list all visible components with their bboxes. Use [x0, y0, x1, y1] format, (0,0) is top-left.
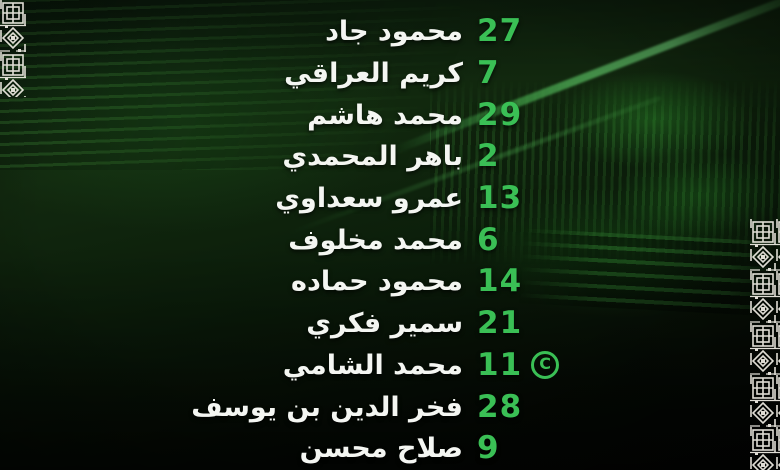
player-number: 9 [477, 430, 500, 467]
player-row: محمد هاشم 29 [0, 94, 780, 136]
arabesque-ornament-icon [0, 0, 26, 97]
player-name: محمد هاشم [307, 99, 463, 131]
arabesque-ornament-icon [750, 219, 780, 470]
player-row: سمير فكري 21 [0, 303, 780, 345]
player-number: 11 [477, 346, 523, 383]
player-name: صلاح محسن [299, 433, 463, 465]
player-number: 29 [477, 96, 523, 133]
captain-letter: C [539, 354, 552, 374]
player-name: باهر المحمدي [282, 141, 463, 173]
player-number: 27 [477, 13, 523, 50]
player-row: محمد مخلوف 6 [0, 219, 780, 261]
player-row: فخر الدين بن يوسف 28 [0, 386, 780, 428]
player-number: 21 [477, 305, 523, 342]
player-row: كريم العراقي 7 [0, 53, 780, 95]
player-name: كريم العراقي [284, 58, 463, 90]
player-number: 2 [477, 138, 500, 175]
player-name: عمرو سعداوي [275, 183, 463, 215]
player-row: محمود حماده 14 [0, 261, 780, 303]
player-number: 28 [477, 388, 523, 425]
player-name: محمود جاد [325, 16, 463, 48]
captain-badge: C [531, 351, 560, 380]
player-row: باهر المحمدي 2 [0, 136, 780, 178]
player-name: محمد الشامي [282, 349, 463, 381]
player-name: محمود حماده [291, 266, 463, 298]
player-row: محمد الشامي 11 C [0, 345, 780, 387]
player-row: صلاح محسن 9 [0, 428, 780, 470]
player-number: 7 [477, 55, 500, 92]
player-number: 14 [477, 263, 523, 300]
player-name: محمد مخلوف [288, 224, 463, 256]
player-number: 13 [477, 180, 523, 217]
player-row: عمرو سعداوي 13 [0, 178, 780, 220]
lineup-list: محمود جاد 27 كريم العراقي 7 محمد هاشم 29… [0, 11, 780, 470]
player-number: 6 [477, 221, 500, 258]
player-name: فخر الدين بن يوسف [191, 391, 463, 423]
player-name: سمير فكري [306, 308, 463, 340]
player-row: محمود جاد 27 [0, 11, 780, 53]
